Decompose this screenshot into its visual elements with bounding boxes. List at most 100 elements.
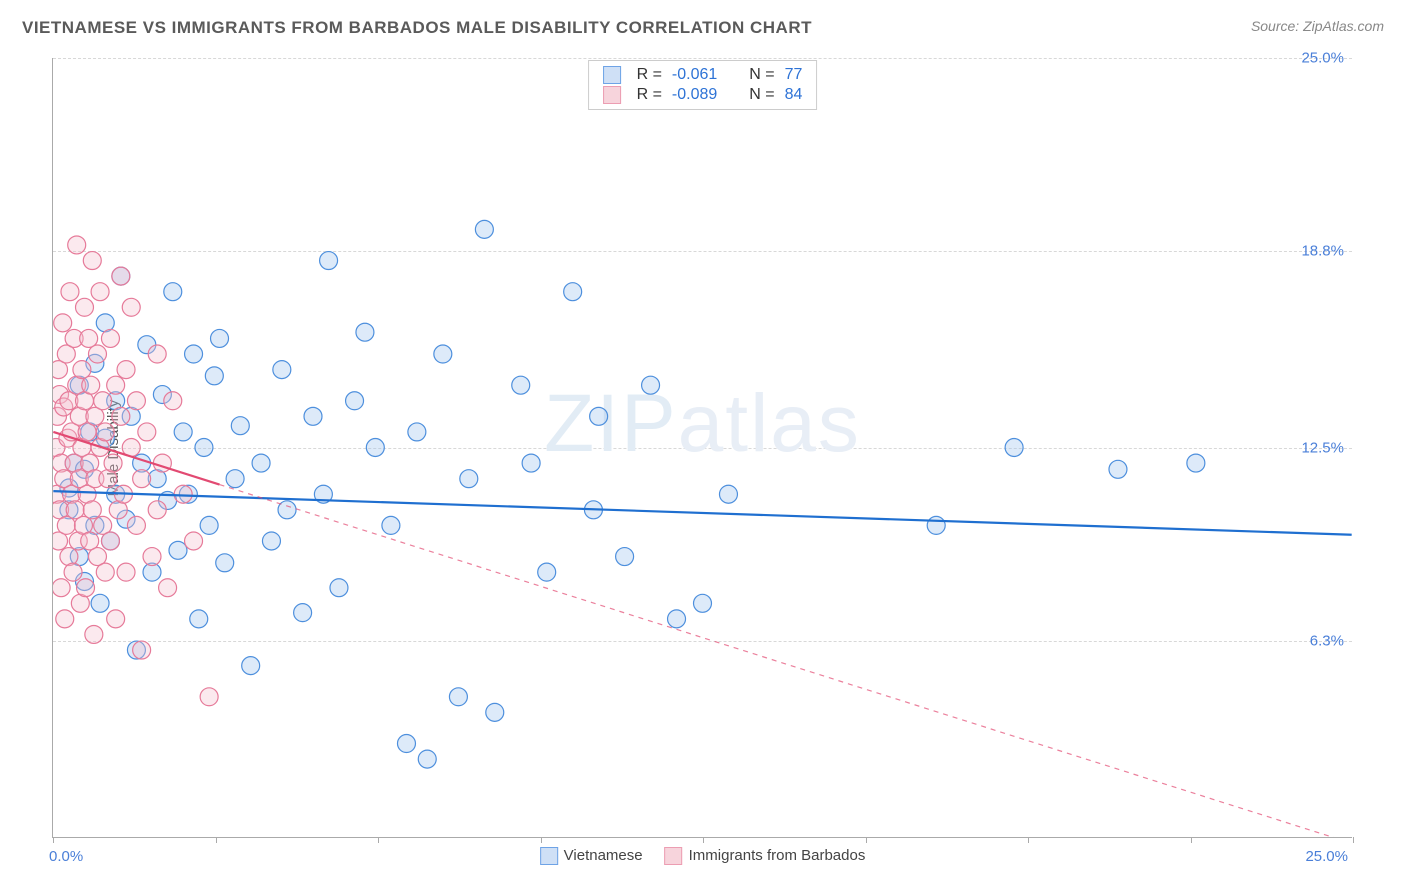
x-tick xyxy=(53,837,54,843)
swatch-series-1 xyxy=(603,86,621,104)
scatter-point xyxy=(242,657,260,675)
trend-line-extrapolated xyxy=(220,485,1352,837)
scatter-point xyxy=(56,610,74,628)
scatter-point xyxy=(77,579,95,597)
scatter-point xyxy=(83,501,101,519)
swatch-vietnamese xyxy=(540,847,558,865)
scatter-point xyxy=(174,423,192,441)
swatch-barbados xyxy=(665,847,683,865)
scatter-point xyxy=(366,439,384,457)
n-value: 84 xyxy=(785,86,803,104)
x-tick xyxy=(1191,837,1192,843)
scatter-point xyxy=(231,417,249,435)
scatter-point xyxy=(91,283,109,301)
legend-label: Immigrants from Barbados xyxy=(689,847,866,864)
scatter-point xyxy=(449,688,467,706)
scatter-point xyxy=(418,750,436,768)
scatter-point xyxy=(460,470,478,488)
scatter-point xyxy=(694,594,712,612)
scatter-point xyxy=(127,516,145,534)
x-tick xyxy=(216,837,217,843)
scatter-point xyxy=(185,345,203,363)
scatter-point xyxy=(104,454,122,472)
scatter-point xyxy=(304,407,322,425)
scatter-point xyxy=(668,610,686,628)
scatter-point xyxy=(133,470,151,488)
scatter-point xyxy=(57,516,75,534)
scatter-point xyxy=(112,267,130,285)
scatter-point xyxy=(564,283,582,301)
x-tick xyxy=(1028,837,1029,843)
swatch-series-0 xyxy=(603,66,621,84)
r-value: -0.061 xyxy=(672,66,717,84)
scatter-point xyxy=(1005,439,1023,457)
scatter-point xyxy=(107,610,125,628)
top-legend: R = -0.061 N = 77 R = -0.089 N = 84 xyxy=(588,60,818,110)
scatter-point xyxy=(252,454,270,472)
scatter-point xyxy=(927,516,945,534)
scatter-point xyxy=(408,423,426,441)
scatter-point xyxy=(200,688,218,706)
scatter-point xyxy=(356,323,374,341)
scatter-point xyxy=(159,579,177,597)
top-legend-row: R = -0.061 N = 77 xyxy=(603,65,803,85)
scatter-point xyxy=(1109,460,1127,478)
scatter-point xyxy=(53,579,70,597)
legend-item-vietnamese: Vietnamese xyxy=(540,847,643,865)
scatter-point xyxy=(101,532,119,550)
scatter-point xyxy=(642,376,660,394)
scatter-point xyxy=(138,423,156,441)
scatter-point xyxy=(330,579,348,597)
scatter-point xyxy=(107,376,125,394)
scatter-point xyxy=(164,283,182,301)
scatter-point xyxy=(719,485,737,503)
scatter-point xyxy=(397,735,415,753)
n-label: N = xyxy=(749,86,774,104)
scatter-point xyxy=(475,220,493,238)
scatter-point xyxy=(1187,454,1205,472)
scatter-point xyxy=(61,283,79,301)
scatter-point xyxy=(538,563,556,581)
x-tick xyxy=(703,837,704,843)
scatter-svg xyxy=(53,58,1352,837)
scatter-point xyxy=(88,345,106,363)
scatter-point xyxy=(101,329,119,347)
scatter-point xyxy=(195,439,213,457)
scatter-point xyxy=(512,376,530,394)
scatter-point xyxy=(205,367,223,385)
scatter-point xyxy=(85,625,103,643)
scatter-point xyxy=(486,703,504,721)
trend-line xyxy=(53,491,1351,535)
scatter-point xyxy=(211,329,229,347)
scatter-point xyxy=(169,541,187,559)
scatter-point xyxy=(127,392,145,410)
scatter-point xyxy=(117,563,135,581)
scatter-point xyxy=(80,329,98,347)
scatter-point xyxy=(148,501,166,519)
x-tick xyxy=(378,837,379,843)
scatter-point xyxy=(273,361,291,379)
scatter-point xyxy=(200,516,218,534)
scatter-point xyxy=(346,392,364,410)
r-label: R = xyxy=(637,86,662,104)
scatter-point xyxy=(96,423,114,441)
x-axis-max-label: 25.0% xyxy=(1305,848,1348,865)
scatter-point xyxy=(73,361,91,379)
scatter-point xyxy=(133,641,151,659)
scatter-point xyxy=(226,470,244,488)
scatter-point xyxy=(185,532,203,550)
source-label: Source: ZipAtlas.com xyxy=(1251,18,1384,34)
scatter-point xyxy=(112,407,130,425)
x-tick xyxy=(541,837,542,843)
scatter-point xyxy=(320,252,338,270)
n-label: N = xyxy=(749,66,774,84)
bottom-legend: Vietnamese Immigrants from Barbados xyxy=(540,847,866,865)
r-value: -0.089 xyxy=(672,86,717,104)
top-legend-row: R = -0.089 N = 84 xyxy=(603,85,803,105)
scatter-point xyxy=(148,345,166,363)
scatter-point xyxy=(76,298,94,316)
plot-area: Male Disability ZIPatlas 0.0% 25.0% Viet… xyxy=(52,58,1352,838)
scatter-point xyxy=(83,252,101,270)
scatter-point xyxy=(294,604,312,622)
scatter-point xyxy=(54,314,72,332)
